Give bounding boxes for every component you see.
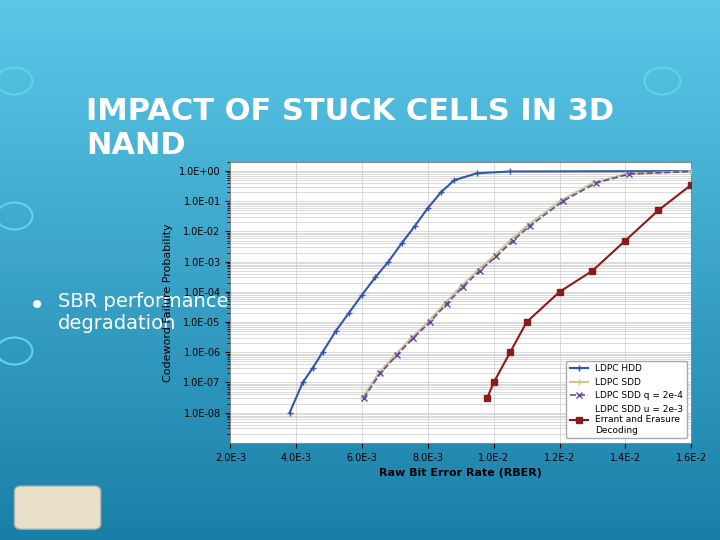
LDPC SDD [506, 237, 515, 244]
Line: LDPC SDD: LDPC SDD [359, 168, 694, 401]
LDPC SDD q = 2e-4 [459, 284, 467, 290]
LDPC HDD [423, 205, 432, 211]
LDPC SDD [374, 370, 383, 376]
LDPC SDD u = 2e-3
Errant and Erasure
Decoding [522, 319, 531, 325]
LDPC HDD [410, 223, 419, 230]
X-axis label: Raw Bit Error Rate (RBER): Raw Bit Error Rate (RBER) [379, 468, 542, 478]
LDPC SDD [588, 180, 597, 186]
LDPC SDD q = 2e-4 [475, 267, 484, 274]
LDPC SDD u = 2e-3
Errant and Erasure
Decoding [490, 379, 498, 386]
LDPC SDD q = 2e-4 [376, 370, 384, 376]
LDPC SDD [423, 319, 432, 325]
Line: LDPC SDD q = 2e-4: LDPC SDD q = 2e-4 [360, 168, 699, 402]
LDPC HDD [358, 292, 366, 298]
LDPC HDD [506, 168, 515, 175]
LDPC SDD u = 2e-3
Errant and Erasure
Decoding [654, 207, 662, 214]
LDPC HDD [299, 379, 307, 386]
LDPC HDD [331, 328, 340, 334]
LDPC SDD [440, 301, 449, 307]
LDPC HDD [450, 177, 459, 184]
LDPC SDD [407, 335, 415, 341]
LDPC SDD [473, 267, 482, 274]
LDPC SDD u = 2e-3
Errant and Erasure
Decoding [506, 349, 515, 355]
LDPC HDD [687, 168, 696, 174]
LDPC SDD q = 2e-4 [392, 352, 401, 359]
LDPC SDD q = 2e-4 [492, 253, 500, 260]
LDPC HDD [437, 189, 446, 195]
Legend: LDPC HDD, LDPC SDD, LDPC SDD q = 2e-4, LDPC SDD u = 2e-3
Errant and Erasure
Deco: LDPC HDD, LDPC SDD, LDPC SDD q = 2e-4, L… [566, 361, 687, 438]
LDPC SDD [522, 223, 531, 230]
LDPC SDD u = 2e-3
Errant and Erasure
Decoding [555, 288, 564, 295]
LDPC HDD [384, 259, 392, 265]
LDPC HDD [397, 240, 406, 247]
Text: •: • [29, 292, 45, 320]
Y-axis label: Codeword Failure Probability: Codeword Failure Probability [163, 223, 174, 382]
LDPC HDD [285, 409, 294, 416]
LDPC SDD [391, 352, 400, 359]
LDPC HDD [473, 170, 482, 177]
LDPC SDD [555, 198, 564, 205]
Text: IMPACT OF STUCK CELLS IN 3D
NAND: IMPACT OF STUCK CELLS IN 3D NAND [86, 97, 615, 160]
LDPC SDD q = 2e-4 [442, 301, 451, 307]
LDPC SDD q = 2e-4 [525, 223, 534, 230]
LDPC SDD q = 2e-4 [409, 335, 418, 341]
LDPC SDD [358, 395, 366, 401]
LDPC HDD [371, 274, 379, 281]
LDPC SDD q = 2e-4 [625, 171, 634, 177]
LDPC SDD [490, 253, 498, 260]
LDPC SDD u = 2e-3
Errant and Erasure
Decoding [483, 395, 492, 401]
LDPC SDD [456, 284, 465, 290]
LDPC SDD u = 2e-3
Errant and Erasure
Decoding [621, 237, 630, 244]
LDPC SDD q = 2e-4 [359, 395, 368, 401]
FancyBboxPatch shape [14, 486, 101, 529]
LDPC SDD q = 2e-4 [508, 237, 517, 244]
LDPC HDD [318, 349, 327, 355]
LDPC SDD [687, 168, 696, 174]
LDPC SDD q = 2e-4 [592, 180, 600, 186]
Line: LDPC HDD: LDPC HDD [286, 167, 695, 416]
LDPC SDD q = 2e-4 [426, 319, 434, 325]
LDPC SDD u = 2e-3
Errant and Erasure
Decoding [687, 181, 696, 188]
Text: SBR performance
degradation: SBR performance degradation [58, 292, 228, 333]
Line: LDPC SDD u = 2e-3
Errant and Erasure
Decoding: LDPC SDD u = 2e-3 Errant and Erasure Dec… [484, 181, 695, 402]
LDPC HDD [308, 365, 317, 372]
LDPC HDD [345, 310, 354, 316]
LDPC SDD q = 2e-4 [691, 168, 700, 174]
LDPC SDD u = 2e-3
Errant and Erasure
Decoding [588, 267, 597, 274]
LDPC SDD q = 2e-4 [559, 198, 567, 205]
LDPC SDD [621, 171, 630, 177]
